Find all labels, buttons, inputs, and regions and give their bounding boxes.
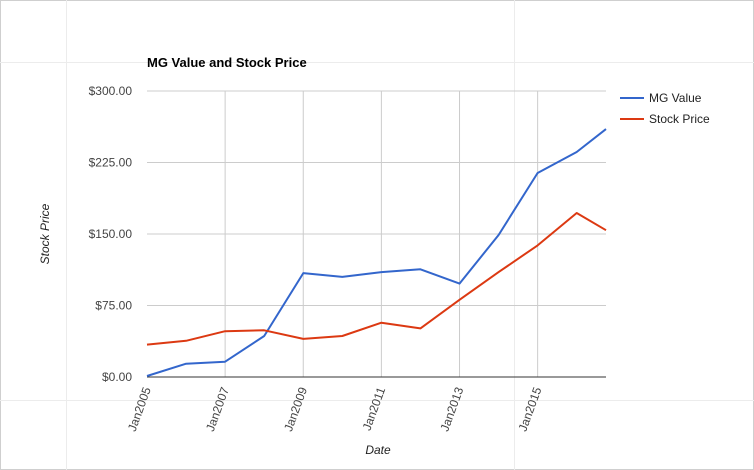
- series-line-stock-price: [146, 212, 607, 346]
- y-tick-label: $225.00: [89, 156, 133, 170]
- x-tick-label: Jan2015: [516, 385, 545, 433]
- legend-item: Stock Price: [620, 112, 710, 126]
- frame-gridline: [66, 0, 67, 470]
- y-tick-label: $150.00: [89, 227, 133, 241]
- legend-item: MG Value: [620, 91, 702, 105]
- x-tick-label: Jan2011: [360, 385, 389, 433]
- y-tick-label: $300.00: [89, 84, 133, 98]
- frame-gridline: [0, 62, 754, 63]
- y-tick-labels: $0.00 $75.00 $150.00 $225.00 $300.00: [89, 84, 133, 384]
- frame-gridline: [514, 0, 515, 470]
- y-axis-label: Stock Price: [38, 203, 52, 264]
- series-lines: [146, 128, 607, 377]
- x-tick-label: Jan2009: [281, 385, 310, 433]
- legend: MG Value Stock Price: [620, 91, 710, 126]
- x-tick-label: Jan2007: [203, 385, 232, 433]
- x-tick-label: Jan2013: [437, 385, 466, 433]
- gridlines: [147, 90, 606, 377]
- x-tick-labels: Jan2005 Jan2007 Jan2009 Jan2011 Jan2013 Jan20…: [125, 385, 545, 433]
- y-tick-label: $75.00: [95, 299, 132, 313]
- legend-label: Stock Price: [649, 112, 710, 126]
- x-tick-label: Jan2005: [125, 385, 154, 433]
- frame-gridline: [0, 400, 754, 401]
- x-axis-label: Date: [365, 443, 391, 457]
- legend-label: MG Value: [649, 91, 702, 105]
- chart-title: MG Value and Stock Price: [147, 55, 307, 70]
- series-line-mg-value: [146, 128, 607, 377]
- y-tick-label: $0.00: [102, 370, 132, 384]
